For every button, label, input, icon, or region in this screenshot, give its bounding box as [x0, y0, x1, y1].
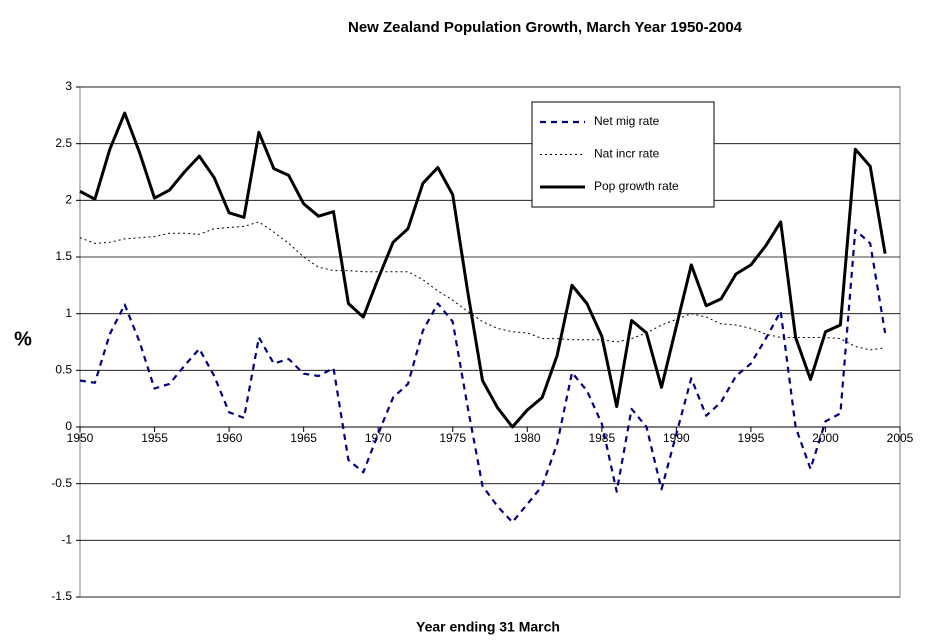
- series-line: [79, 228, 887, 524]
- x-tick-label: 2005: [887, 431, 914, 445]
- legend-label: Nat incr rate: [594, 147, 660, 161]
- x-tick-label: 1955: [141, 431, 168, 445]
- x-tick-label: 1970: [365, 431, 392, 445]
- x-tick-label: 1990: [663, 431, 690, 445]
- y-tick-label: -1: [61, 533, 72, 547]
- y-tick-label: 0.5: [55, 363, 72, 377]
- x-tick-label: 2000: [812, 431, 839, 445]
- y-tick-label: 1: [65, 306, 72, 320]
- y-tick-label: 3: [65, 79, 72, 93]
- x-tick-label: 1975: [439, 431, 466, 445]
- chart-title: New Zealand Population Growth, March Yea…: [348, 19, 743, 36]
- y-tick-label: 2: [65, 193, 72, 207]
- x-axis-title: Year ending 31 March: [416, 619, 560, 635]
- x-tick-label: 1960: [216, 431, 243, 445]
- y-tick-label: -0.5: [51, 476, 72, 490]
- series-line: [79, 221, 886, 351]
- legend-label: Pop growth rate: [594, 179, 679, 193]
- legend-label: Net mig rate: [594, 114, 660, 128]
- x-tick-label: 1985: [588, 431, 615, 445]
- y-tick-label: 0: [65, 419, 72, 433]
- y-tick-label: 2.5: [55, 136, 72, 150]
- y-axis-title: %: [14, 328, 32, 350]
- x-tick-label: 1995: [738, 431, 765, 445]
- legend-box: [531, 101, 715, 208]
- x-tick-label: 1980: [514, 431, 541, 445]
- series-line: [79, 111, 887, 429]
- y-tick-label: 1.5: [55, 249, 72, 263]
- x-tick-label: 1965: [290, 431, 317, 445]
- x-tick-label: 1950: [67, 431, 94, 445]
- y-tick-label: -1.5: [51, 589, 72, 603]
